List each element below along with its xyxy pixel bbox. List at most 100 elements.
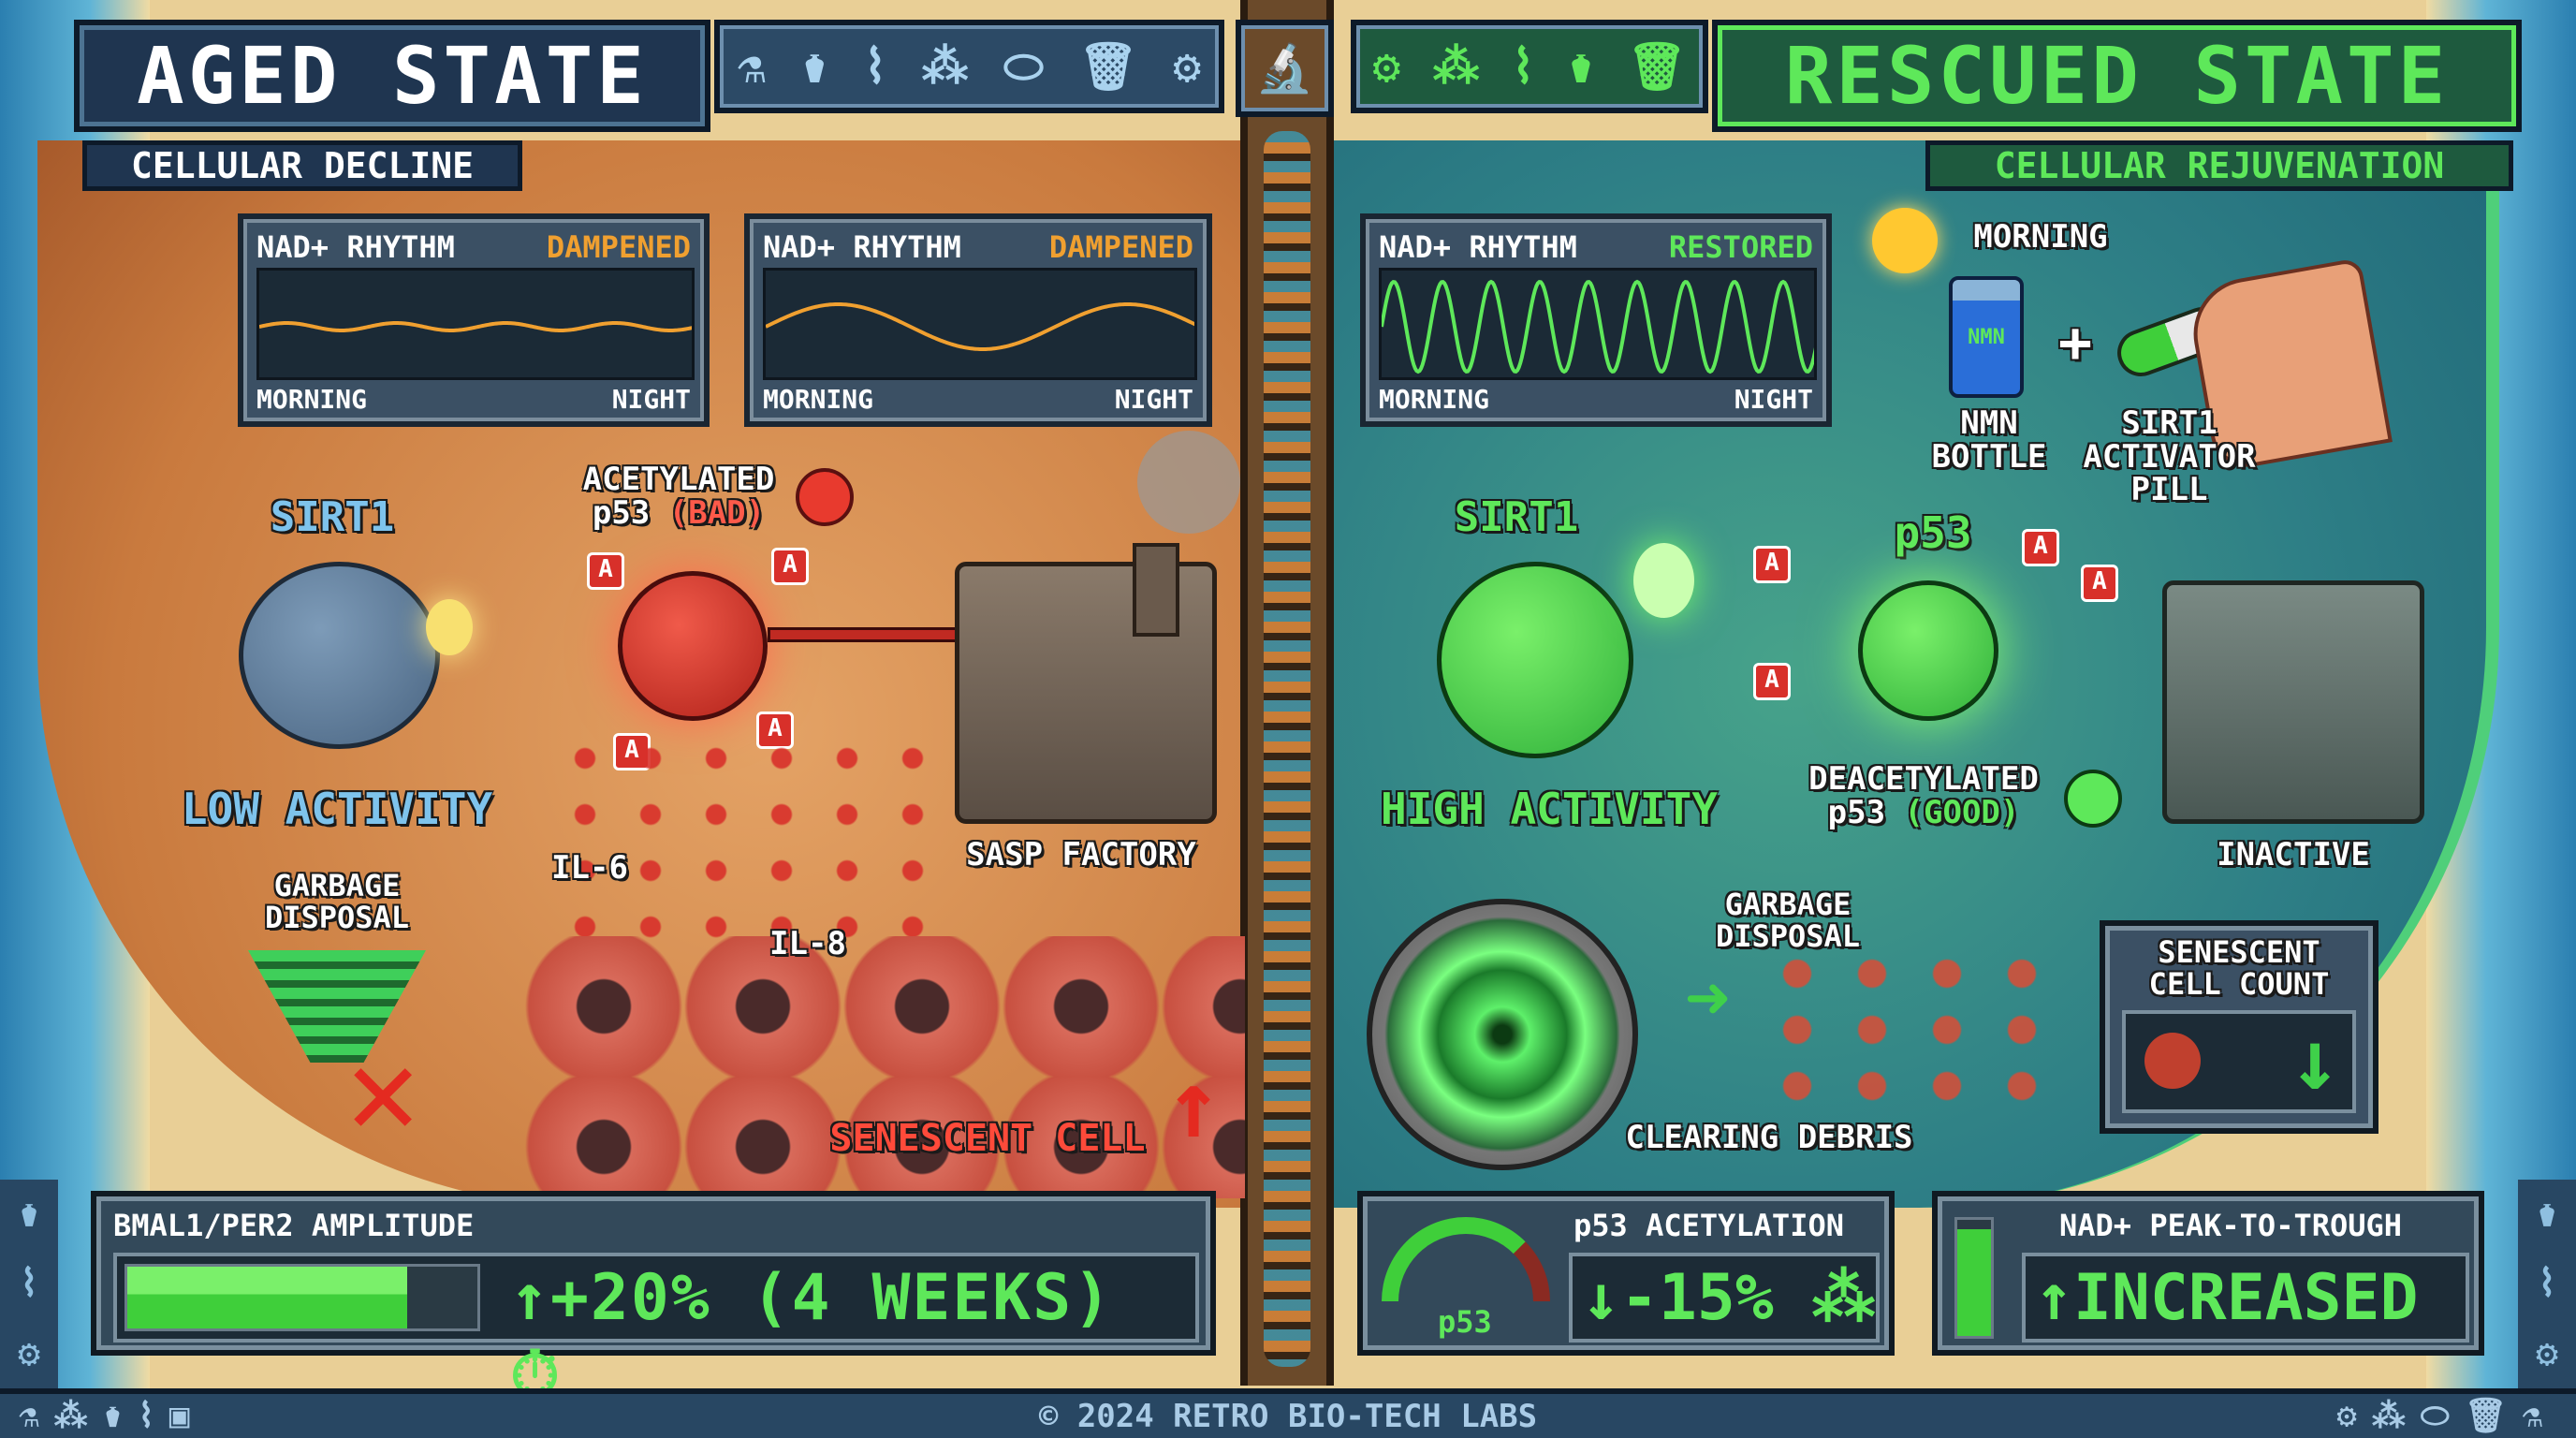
p53-acetylation-label: p53 ACETYLATION <box>1573 1208 1844 1243</box>
count-display: ↓ <box>2122 1010 2356 1113</box>
sad-face-icon <box>796 468 854 526</box>
value-text: +20% (4 WEEKS) <box>549 1261 1114 1335</box>
wave-line <box>256 268 695 380</box>
chart-status: DAMPENED <box>1048 229 1193 265</box>
molecule-icon[interactable]: ⁂ <box>1432 39 1480 94</box>
gear-icon[interactable]: ⚙ <box>1173 39 1202 94</box>
microscope-icon: 🔬 <box>1255 40 1314 95</box>
dna-icon[interactable]: ⌇ <box>20 1262 38 1306</box>
dna-strand-divider <box>1264 131 1310 1367</box>
amplitude-bar-track <box>124 1264 480 1331</box>
bmal-label: BMAL1/PER2 AMPLITUDE <box>113 1208 475 1243</box>
value-text: INCREASED <box>2072 1261 2419 1335</box>
p53-label: p53 <box>1894 507 1972 558</box>
p53-gauge <box>1382 1217 1550 1301</box>
gear-icon[interactable]: ⚙ <box>1372 39 1401 94</box>
arrow-right-icon: ➜ <box>1685 955 1731 1042</box>
label-line: p53 <box>592 493 651 532</box>
aged-state-title: AGED STATE <box>74 20 710 132</box>
senescent-cell-count-box: SENESCENT CELL COUNT ↓ <box>2100 920 2378 1134</box>
label-line: PILL <box>2130 471 2208 509</box>
wave-line <box>1379 268 1817 380</box>
senescent-cells-cluster <box>524 936 1245 1198</box>
trash-icon[interactable]: 🗑 <box>1627 38 1687 94</box>
footer-right-icons[interactable]: ⚙⁂⬭🗑⚗ <box>2336 1397 2557 1435</box>
rescued-subtitle: CELLULAR REJUVENATION <box>1925 140 2513 191</box>
p53-acetylation-panel: p53 p53 ACETYLATION ↓-15% ⁂ <box>1357 1191 1895 1356</box>
deacetylated-p53-label: DEACETYLATED p53 (GOOD) <box>1788 762 2059 829</box>
il8-label: IL-8 <box>769 925 846 962</box>
dna-icon[interactable]: ⌇ <box>2538 1262 2556 1306</box>
acetyl-marker-released: A <box>1753 546 1791 583</box>
dna-icon[interactable]: ⌇ <box>863 39 887 94</box>
subtitle-text: CELLULAR DECLINE <box>130 145 475 186</box>
flask-icon[interactable]: ⚱ <box>2535 1193 2559 1237</box>
bmal-display: ↑+20% (4 WEEKS) ⏱ <box>113 1253 1199 1412</box>
il6-label: IL-6 <box>551 849 628 887</box>
rhythm-wave <box>259 321 692 332</box>
smoke-cloud <box>1137 431 1240 534</box>
nad-level-fill <box>1957 1228 1991 1336</box>
copyright-text: © 2024 RETRO BIO-TECH LABS <box>1038 1397 1538 1435</box>
trash-icon[interactable]: 🗑 <box>1078 38 1138 94</box>
rhythm-wave <box>1382 279 1814 374</box>
nad-label: NAD+ PEAK-TO-TROUGH <box>2059 1208 2403 1243</box>
morning-label: MORNING <box>1973 218 2108 256</box>
sirt1-label: SIRT1 <box>270 493 395 541</box>
garbage-disposal-label: GARBAGE DISPOSAL <box>234 868 440 933</box>
flask-icon[interactable]: ⚱ <box>17 1193 41 1237</box>
dim-lightbulb-icon <box>426 599 473 655</box>
flask-icon[interactable]: ⚱ <box>800 39 829 94</box>
label-line: ACTIVATOR <box>2083 437 2256 476</box>
chart-status: DAMPENED <box>546 229 691 265</box>
value-text: -15% <box>1619 1261 1774 1335</box>
flask-icon[interactable]: ⚱ <box>1566 39 1595 94</box>
inactive-label: INACTIVE <box>2217 836 2370 873</box>
factory-chimney <box>1133 543 1179 637</box>
p53-angry-character <box>618 571 768 721</box>
x-broken-icon: ✕ <box>346 1020 420 1162</box>
bad-tag: (BAD) <box>668 493 766 532</box>
gear-icon[interactable]: ⚙ <box>17 1331 41 1375</box>
nad-peak-to-trough-panel: NAD+ PEAK-TO-TROUGH ↑INCREASED <box>1932 1191 2484 1356</box>
arrow-down-icon: ↓ <box>2290 1011 2341 1109</box>
acetyl-marker: A <box>771 548 809 585</box>
nad-rhythm-chart-restored: NAD+ RHYTHM RESTORED MORNING NIGHT <box>1360 213 1832 427</box>
smiley-face-icon <box>2064 770 2122 828</box>
senescent-count-label: SENESCENT CELL COUNT <box>2105 936 2373 1002</box>
footer-left-icons[interactable]: ⚗⁂⚱⌇▣ <box>19 1397 205 1435</box>
p53-value: ↓-15% ⁂ <box>1582 1261 1876 1335</box>
pill-icon[interactable]: ⬭ <box>1003 38 1044 94</box>
label-line: GARBAGE <box>1724 887 1852 922</box>
arrow-up-icon: ↑ <box>1165 1049 1222 1159</box>
garbage-disposal-label: GARBAGE DISPOSAL <box>1685 887 1891 952</box>
label-line: GARBAGE <box>273 868 401 903</box>
x-end-label: NIGHT <box>611 384 691 415</box>
center-microscope-button[interactable]: 🔬 <box>1236 20 1334 117</box>
plus-sign: + <box>2057 310 2093 375</box>
gear-icon[interactable]: ⚙ <box>2535 1331 2559 1375</box>
footer-bar: ⚗⁂⚱⌇▣ © 2024 RETRO BIO-TECH LABS ⚙⁂⬭🗑⚗ <box>0 1388 2576 1438</box>
chart-status: RESTORED <box>1668 229 1813 265</box>
bright-lightbulb-icon <box>1633 543 1694 618</box>
gauge-label: p53 <box>1438 1304 1492 1340</box>
bmal-amplitude-panel: BMAL1/PER2 AMPLITUDE ↑+20% (4 WEEKS) ⏱ <box>91 1191 1216 1412</box>
right-toolbar: ⚙ ⁂ ⌇ ⚱ 🗑 <box>1351 20 1708 113</box>
debris-particles <box>1760 946 2069 1105</box>
rescued-state-title: RESCUED STATE <box>1712 20 2522 132</box>
acetyl-marker-released: A <box>1753 663 1791 700</box>
rhythm-wave <box>766 301 1194 352</box>
p53-display: ↓-15% ⁂ <box>1569 1253 1880 1343</box>
sirt1-happy-character <box>1437 562 1633 758</box>
left-toolbar: ⚗ ⚱ ⌇ ⁂ ⬭ 🗑 ⚙ <box>714 20 1224 113</box>
microscope-icon[interactable]: ⚗ <box>737 39 766 94</box>
sirt1-label: SIRT1 <box>1454 493 1579 541</box>
acetyl-marker-released: A <box>2022 529 2059 566</box>
molecule-icon[interactable]: ⁂ <box>921 39 969 94</box>
label-line: CELL COUNT <box>2148 965 2330 1002</box>
nad-rhythm-chart-1: NAD+ RHYTHM DAMPENED MORNING NIGHT <box>238 213 710 427</box>
bottle-label: NMN <box>1968 325 2005 349</box>
dna-icon[interactable]: ⌇ <box>1512 39 1535 94</box>
inactive-factory <box>2162 580 2424 824</box>
x-end-label: NIGHT <box>1114 384 1193 415</box>
